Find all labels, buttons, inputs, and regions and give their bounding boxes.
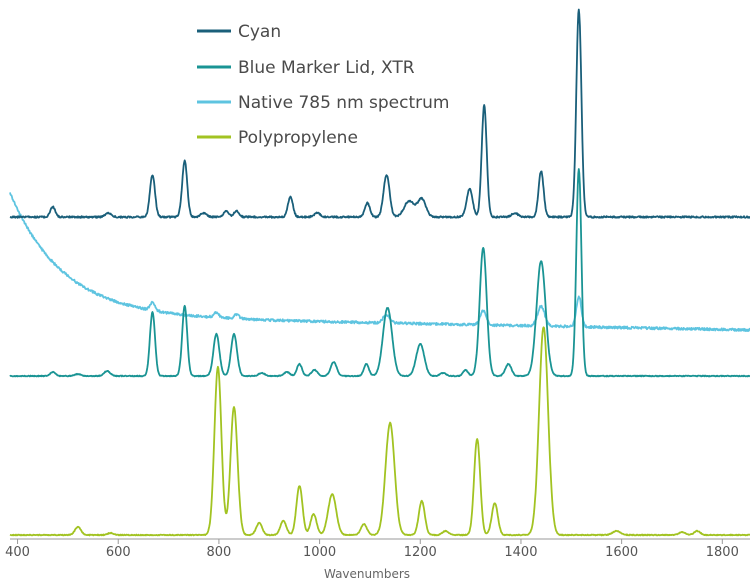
legend-item-blue-marker-lid: Blue Marker Lid, XTR — [197, 58, 415, 78]
x-tick-label: 1000 — [303, 545, 336, 560]
legend-label-polypropylene: Polypropylene — [238, 128, 358, 148]
x-tick-label: 600 — [106, 545, 131, 560]
legend-item-polypropylene: Polypropylene — [197, 128, 358, 148]
legend-item-cyan: Cyan — [197, 22, 281, 42]
x-tick-label: 800 — [206, 545, 231, 560]
x-axis: 400 600 800 1000 1200 1400 1600 1800 Wavenumber… — [5, 538, 750, 581]
chart-legend: Cyan Blue Marker Lid, XTR Native 785 nm … — [197, 22, 449, 148]
series-line-native-785 — [9, 192, 750, 333]
x-tick-label: 1400 — [504, 545, 537, 560]
series-lines — [9, 8, 750, 537]
legend-label-native-785: Native 785 nm spectrum — [238, 93, 449, 113]
series-line-polypropylene — [9, 326, 750, 537]
legend-label-blue-marker-lid: Blue Marker Lid, XTR — [238, 58, 415, 78]
x-tick-label: 400 — [5, 545, 30, 560]
legend-item-native-785: Native 785 nm spectrum — [197, 93, 449, 113]
series-line-cyan — [9, 8, 750, 219]
x-tick-label: 1800 — [706, 545, 739, 560]
x-tick-label: 1600 — [605, 545, 638, 560]
legend-label-cyan: Cyan — [238, 22, 281, 42]
x-axis-ticks: 400 600 800 1000 1200 1400 1600 1800 — [5, 539, 739, 560]
series-line-blue-marker-lid — [9, 168, 750, 378]
x-tick-label: 1200 — [404, 545, 437, 560]
x-axis-title: Wavenumbers — [324, 567, 410, 581]
